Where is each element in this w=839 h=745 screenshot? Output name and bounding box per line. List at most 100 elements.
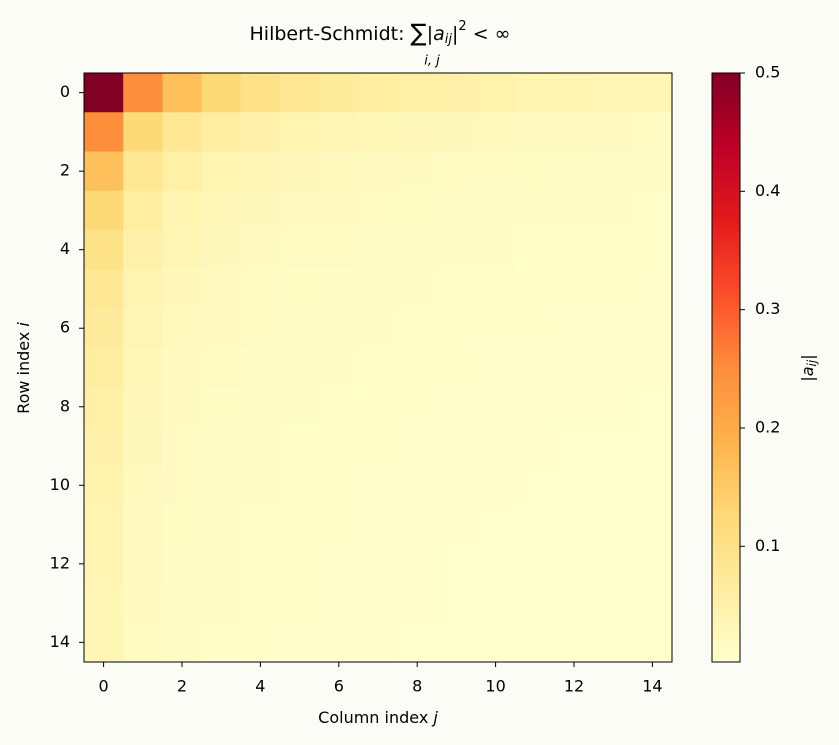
heatmap-cell [162, 269, 202, 309]
heatmap-cell [593, 387, 634, 427]
title-bar: | [452, 23, 458, 45]
heatmap-cell [201, 622, 242, 663]
heatmap-cell [280, 426, 320, 466]
title-sum-index: i, j [424, 54, 440, 69]
heatmap-cell [84, 347, 124, 388]
x-axis-label: Column index j [318, 708, 438, 727]
plot-frame [83, 72, 673, 663]
heatmap-cell [162, 583, 202, 624]
heatmap-cell [632, 347, 673, 388]
heatmap-cell [554, 387, 594, 427]
x-tick-label: 10 [485, 677, 505, 696]
heatmap-cell [240, 151, 281, 192]
heatmap-cell [123, 544, 163, 584]
heatmap-cell [240, 347, 281, 388]
heatmap-cell [123, 387, 163, 427]
heatmap-cell [515, 544, 555, 584]
heatmap-cell [476, 347, 516, 388]
heatmap-cell [280, 583, 320, 624]
heatmap-cell [476, 308, 516, 349]
heatmap-cell [476, 387, 516, 427]
title-rest: < ∞ [467, 23, 511, 45]
heatmap-cell [319, 112, 359, 152]
heatmap-cell [162, 347, 202, 388]
heatmap-cell [436, 269, 477, 309]
title-sub: ij [445, 32, 453, 47]
heatmap-cell [240, 308, 281, 349]
y-tick-label: 10 [50, 475, 70, 494]
heatmap-cell [123, 230, 163, 270]
heatmap-cell [554, 151, 594, 192]
heatmap-cell [515, 347, 555, 388]
heatmap-cell [632, 112, 673, 152]
heatmap-cell [240, 622, 281, 663]
title-abs: |a [427, 23, 445, 45]
heatmap-cell [632, 544, 673, 584]
heatmap-cell [84, 269, 124, 309]
heatmap-cell [358, 308, 398, 349]
heatmap-cell [280, 544, 320, 584]
heatmap-cell [358, 504, 398, 545]
heatmap-cell [123, 73, 163, 113]
x-label-var: j [431, 708, 438, 727]
heatmap-cell [593, 347, 634, 388]
heatmap-cell [162, 465, 202, 506]
heatmap-cell [319, 347, 359, 388]
heatmap-cell [436, 465, 477, 506]
heatmap-cell [319, 622, 359, 663]
heatmap-cell [436, 190, 477, 231]
title-text: Hilbert-Schmidt: [250, 23, 411, 45]
heatmap-cell [554, 622, 594, 663]
heatmap-cell [515, 73, 555, 113]
heatmap-cell [201, 426, 242, 466]
heatmap-cell [240, 73, 281, 113]
heatmap-cell [593, 583, 634, 624]
heatmap-cell [593, 73, 634, 113]
heatmap-cell [358, 190, 398, 231]
heatmap-cell [319, 151, 359, 192]
heatmap-cell [319, 504, 359, 545]
heatmap-cell [280, 465, 320, 506]
heatmap-cell [632, 426, 673, 466]
heatmap-cell [554, 544, 594, 584]
heatmap-cell [319, 583, 359, 624]
heatmap-cell [515, 230, 555, 270]
heatmap-cell [515, 269, 555, 309]
heatmap-cell [123, 347, 163, 388]
heatmap-cell [162, 622, 202, 663]
heatmap-cell [554, 230, 594, 270]
heatmap-cell [201, 583, 242, 624]
heatmap-cell [476, 583, 516, 624]
x-tick-label: 2 [177, 677, 187, 696]
heatmap-cell [593, 544, 634, 584]
heatmap-cell [515, 151, 555, 192]
heatmap-cell [554, 465, 594, 506]
heatmap-cell [436, 426, 477, 466]
heatmap-cell [123, 190, 163, 231]
heatmap-cell [593, 230, 634, 270]
x-tick-label: 8 [412, 677, 422, 696]
heatmap-cell [397, 73, 438, 113]
colorbar-tick-label: 0.5 [755, 63, 780, 82]
heatmap-cell [358, 73, 398, 113]
heatmap-cell [476, 622, 516, 663]
heatmap-cell [84, 544, 124, 584]
heatmap-cell [436, 347, 477, 388]
heatmap-cell [84, 504, 124, 545]
heatmap-cell [84, 387, 124, 427]
heatmap-cell [319, 426, 359, 466]
heatmap-cell [240, 426, 281, 466]
y-label-text: Row index [14, 327, 33, 414]
y-tick-label: 8 [60, 396, 70, 415]
heatmap-cell [201, 230, 242, 270]
x-label-text: Column index [318, 708, 433, 727]
heatmap-cell [280, 504, 320, 545]
x-tick-label: 14 [642, 677, 662, 696]
heatmap-cell [515, 308, 555, 349]
heatmap-cell [84, 73, 124, 113]
heatmap-cell [397, 230, 438, 270]
heatmap-cell [201, 387, 242, 427]
x-tick-label: 6 [334, 677, 344, 696]
heatmap-cell [397, 151, 438, 192]
y-tick-label: 4 [60, 239, 70, 258]
